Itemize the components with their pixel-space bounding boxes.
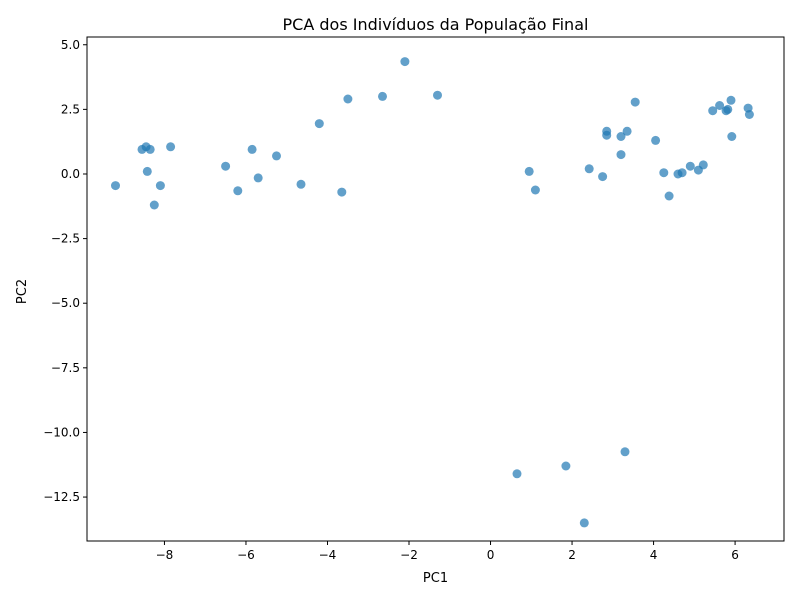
y-tick-label: −10.0 bbox=[43, 425, 80, 439]
data-point bbox=[378, 91, 387, 101]
data-point bbox=[715, 101, 725, 110]
plot-frame bbox=[86, 36, 785, 542]
data-point bbox=[530, 185, 540, 195]
data-point bbox=[512, 469, 522, 479]
data-point bbox=[698, 160, 708, 170]
x-tick-label: −2 bbox=[400, 548, 418, 562]
y-axis-label: PC2 bbox=[15, 279, 30, 304]
x-tick-label: 6 bbox=[731, 548, 739, 562]
data-point bbox=[433, 90, 442, 100]
data-point bbox=[622, 126, 632, 136]
data-point bbox=[296, 179, 306, 189]
data-point bbox=[598, 172, 608, 182]
data-point bbox=[651, 135, 661, 145]
data-point bbox=[664, 191, 674, 201]
data-point bbox=[400, 57, 410, 67]
chart-title: PCA dos Indivíduos da População Final bbox=[283, 15, 589, 34]
x-tick-label: −8 bbox=[156, 548, 174, 562]
data-point bbox=[253, 173, 263, 183]
data-point bbox=[221, 161, 231, 171]
y-tick-label: 0.0 bbox=[61, 167, 80, 181]
data-point bbox=[579, 518, 589, 528]
data-point bbox=[616, 150, 626, 160]
data-point bbox=[145, 144, 155, 154]
data-point bbox=[166, 142, 176, 152]
y-tick-label: −12.5 bbox=[43, 490, 80, 504]
data-point bbox=[708, 106, 718, 116]
x-tick-label: 2 bbox=[568, 548, 576, 562]
data-point bbox=[272, 151, 281, 161]
data-point bbox=[685, 161, 695, 171]
data-point bbox=[630, 97, 640, 107]
data-point bbox=[155, 181, 165, 191]
data-point bbox=[723, 104, 733, 114]
data-point bbox=[561, 461, 571, 471]
data-point bbox=[111, 181, 120, 191]
data-point bbox=[726, 95, 736, 105]
y-tick-label: 2.5 bbox=[61, 102, 80, 116]
x-tick-label: −4 bbox=[319, 548, 337, 562]
data-point bbox=[314, 119, 324, 129]
x-axis: −8 −6 −4 −2 0 2 4 6 bbox=[156, 541, 739, 562]
data-point bbox=[659, 168, 669, 178]
data-point bbox=[620, 447, 630, 457]
y-tick-label: −5.0 bbox=[51, 296, 80, 310]
data-point bbox=[337, 187, 347, 197]
x-tick-label: 4 bbox=[650, 548, 658, 562]
y-tick-label: 5.0 bbox=[61, 38, 80, 52]
data-point bbox=[524, 166, 534, 176]
x-axis-label: PC1 bbox=[423, 571, 448, 586]
data-point bbox=[142, 166, 152, 176]
data-point bbox=[602, 130, 612, 140]
plot-area bbox=[86, 36, 785, 542]
data-point bbox=[247, 144, 257, 154]
y-tick-label: −2.5 bbox=[51, 232, 80, 246]
data-point bbox=[343, 94, 353, 104]
data-point bbox=[727, 132, 737, 141]
y-tick-label: −7.5 bbox=[51, 361, 80, 375]
x-tick-label: 0 bbox=[487, 548, 495, 562]
data-point bbox=[616, 132, 626, 141]
data-point bbox=[584, 164, 594, 174]
data-point bbox=[233, 186, 243, 196]
data-point bbox=[744, 110, 754, 119]
data-point bbox=[677, 168, 687, 178]
y-axis: 5.0 2.5 0.0 −2.5 −5.0 −7.5 −10.0 −12.5 bbox=[43, 38, 87, 504]
data-point bbox=[149, 200, 159, 210]
x-tick-label: −6 bbox=[237, 548, 255, 562]
